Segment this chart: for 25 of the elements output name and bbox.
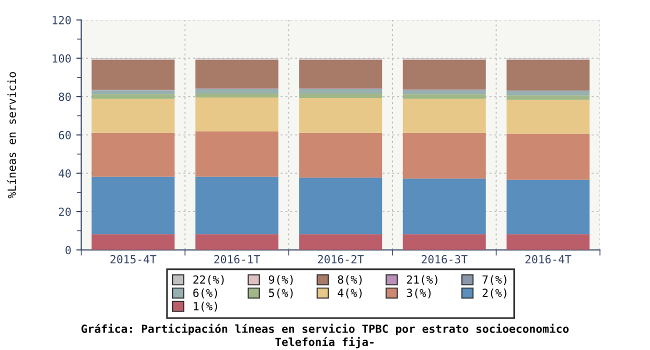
y-axis-title: %Líneas en servicio bbox=[6, 72, 16, 198]
text: Gráfica: Participación líneas en servicio TPBC por estrato socioeconomico Telefonía fija- bbox=[81, 324, 569, 348]
y-tick-label: 40 bbox=[58, 169, 71, 178]
y-tick-label: 60 bbox=[58, 130, 71, 140]
y-tick-label: 100 bbox=[52, 54, 71, 63]
y-tick-label: 120 bbox=[52, 16, 71, 24]
legend-label: 9(%) bbox=[268, 275, 293, 286]
legend-label: 6(%) bbox=[193, 288, 218, 298]
legend-label: 8(%) bbox=[338, 275, 362, 286]
legend-label: 3(%) bbox=[406, 288, 431, 298]
x-tick-label: 2016-4T bbox=[525, 255, 572, 264]
legend-label: 21(%) bbox=[407, 275, 438, 286]
y-tick-label: 80 bbox=[58, 92, 71, 102]
x-tick-label: 2016-3T bbox=[422, 255, 468, 264]
legend-label: 4(%) bbox=[338, 288, 362, 298]
x-tick-label: 2016-1T bbox=[214, 255, 260, 264]
legend-label: 5(%) bbox=[269, 288, 293, 298]
y-tick-label: 20 bbox=[58, 208, 71, 216]
legend-label: 7(%) bbox=[482, 275, 506, 286]
legend-label: 2(%) bbox=[482, 288, 506, 298]
legend-label: 1(%) bbox=[194, 302, 218, 312]
y-tick-label: 0 bbox=[66, 246, 71, 254]
legend-label: 22(%) bbox=[193, 275, 224, 286]
x-tick-label: 2016-2T bbox=[318, 255, 364, 264]
x-tick-label: 2015-4T bbox=[110, 255, 156, 264]
